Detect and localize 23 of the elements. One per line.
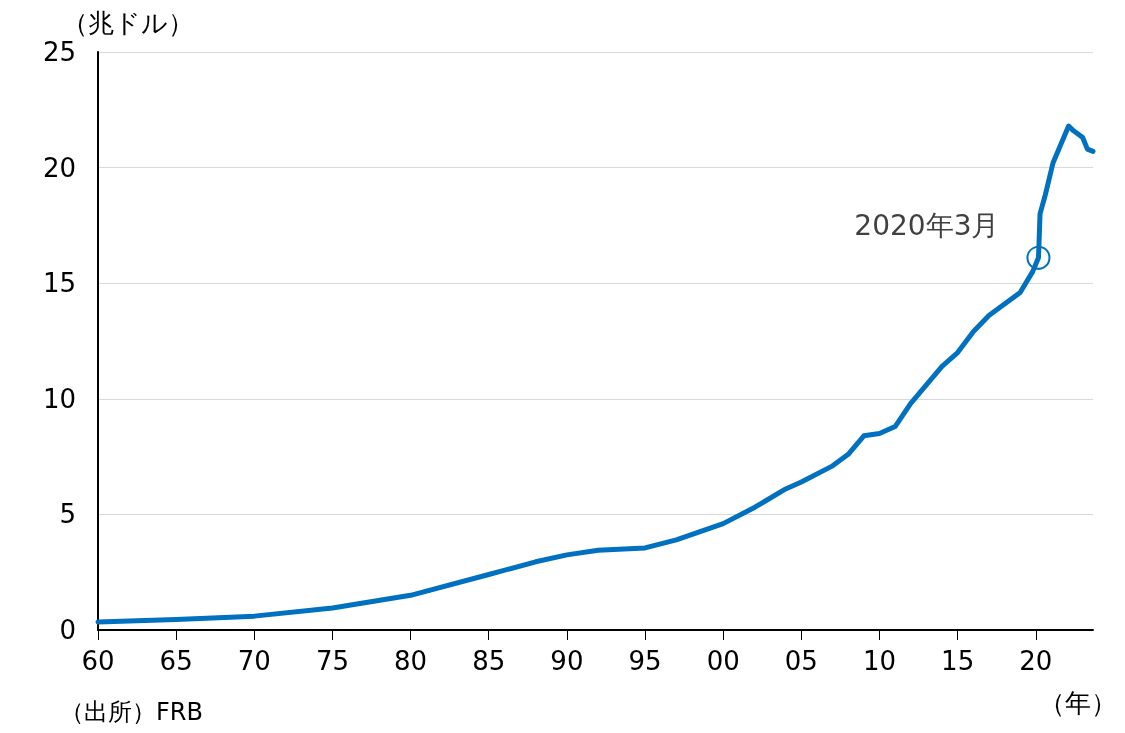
x-axis-title: （年） [1039,688,1117,718]
x-tick-label: 90 [550,646,584,676]
y-tick-label: 10 [42,383,76,414]
x-tick-label: 15 [941,646,975,676]
text: （出所）FRB [60,698,203,726]
y-tick-label: 0 [59,615,76,645]
x-tick-label: 70 [237,646,271,676]
annotation: 2020年3月 [854,209,1000,243]
x-tick-label: 80 [394,646,428,676]
x-tick-label: 60 [81,646,115,676]
x-tick-label: 85 [472,646,506,676]
y-tick-label: 15 [42,268,76,299]
y-tick-label: 5 [59,499,76,530]
x-tick-label: 05 [784,646,818,676]
x-tick-label: 95 [628,646,662,676]
x-tick-label: 65 [159,646,193,676]
y-tick-label: 25 [42,37,76,67]
x-tick-label: 10 [862,646,897,676]
x-tick-label: 00 [706,646,740,676]
x-tick-label: 20 [1019,646,1053,676]
y-axis-title: （兆ドル） [62,8,194,38]
y-tick-label: 20 [42,152,76,183]
x-tick-label: 75 [315,646,349,676]
